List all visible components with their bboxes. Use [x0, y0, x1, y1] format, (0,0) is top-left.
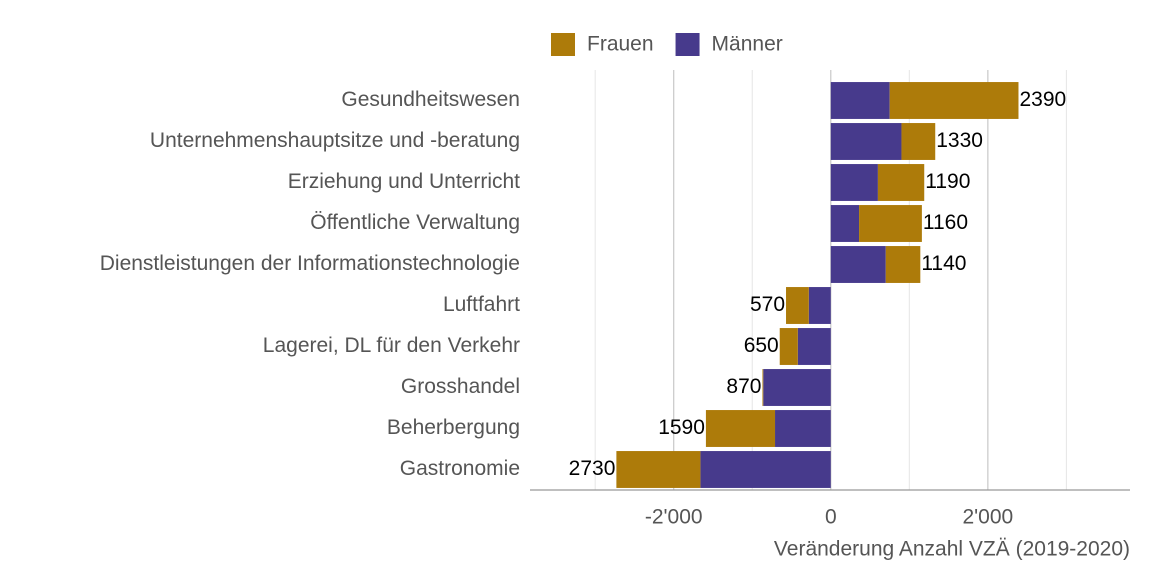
- total-label: 2390: [1019, 88, 1066, 111]
- bar-segment: [830, 82, 890, 119]
- total-label: 2730: [569, 457, 616, 480]
- bar-segment: [762, 369, 764, 406]
- bar-segment: [779, 328, 798, 365]
- bar-segment: [786, 287, 809, 324]
- bar-segment: [700, 451, 831, 488]
- bar-segment: [830, 246, 886, 283]
- total-label: 1590: [658, 416, 705, 439]
- legend-label: Frauen: [587, 33, 654, 56]
- legend-swatch: [675, 33, 700, 56]
- x-tick-label: -2'000: [645, 506, 703, 529]
- category-label: Lagerei, DL für den Verkehr: [263, 334, 520, 357]
- bar-segment: [901, 123, 936, 160]
- total-label: 650: [744, 334, 779, 357]
- bar-segment: [830, 164, 878, 201]
- bar-segment: [808, 287, 831, 324]
- x-tick-label: 2'000: [962, 506, 1013, 529]
- bar-segment: [705, 410, 776, 447]
- category-label: Erziehung und Unterricht: [288, 170, 520, 193]
- bar-segment: [859, 205, 922, 242]
- category-label: Beherbergung: [387, 416, 520, 439]
- total-label: 1140: [921, 252, 966, 275]
- x-tick-label: 0: [825, 506, 837, 529]
- total-label: 570: [750, 293, 785, 316]
- total-label: 1190: [925, 170, 970, 193]
- bar-segment: [616, 451, 701, 488]
- bar-segment: [830, 205, 860, 242]
- category-label: Unternehmenshauptsitze und -beratung: [150, 129, 520, 152]
- category-label: Luftfahrt: [443, 293, 520, 316]
- bar-segment: [775, 410, 831, 447]
- total-label: 1330: [936, 129, 983, 152]
- bar-segment: [763, 369, 831, 406]
- bar-segment: [830, 123, 902, 160]
- total-label: 870: [726, 375, 761, 398]
- category-label: Gastronomie: [400, 457, 520, 480]
- bar-segment: [877, 164, 925, 201]
- legend-label: Männer: [712, 33, 783, 56]
- category-label: Gesundheitswesen: [341, 88, 520, 111]
- category-label: Grosshandel: [401, 375, 520, 398]
- category-label: Öffentliche Verwaltung: [310, 211, 520, 234]
- legend-swatch: [551, 33, 575, 56]
- x-axis-title: Veränderung Anzahl VZÄ (2019-2020): [774, 538, 1130, 561]
- bar-segment: [885, 246, 921, 283]
- bar-segment: [889, 82, 1019, 119]
- category-label: Dienstleistungen der Informationstechnol…: [100, 252, 520, 275]
- bar-segment: [797, 328, 831, 365]
- total-label: 1160: [923, 211, 968, 234]
